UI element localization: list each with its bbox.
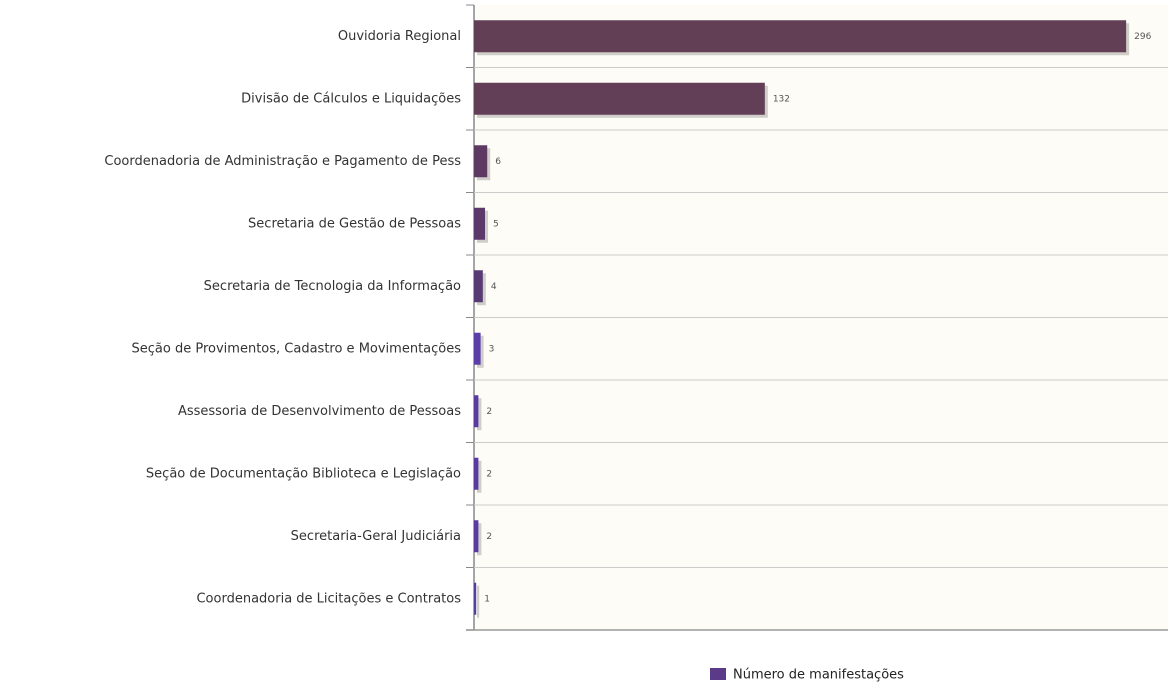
bar-shadow — [477, 523, 482, 556]
value-label: 5 — [493, 219, 499, 229]
bar-shadow — [477, 585, 480, 618]
legend-label: Número de manifestações — [733, 668, 904, 683]
bar — [474, 270, 483, 303]
legend: Número de manifestações — [710, 668, 904, 683]
category-label: Coordenadoria de Licitações e Contratos — [196, 591, 461, 606]
value-label: 2 — [486, 407, 492, 417]
bar — [474, 520, 479, 553]
category-label: Ouvidoria Regional — [338, 29, 461, 44]
bar — [474, 332, 481, 365]
category-label: Secretaria de Gestão de Pessoas — [248, 216, 461, 231]
bar-shadow — [477, 460, 482, 493]
bar — [474, 457, 479, 490]
value-label: 296 — [1134, 32, 1151, 42]
legend-swatch — [710, 668, 726, 680]
category-label: Secretaria de Tecnologia da Informação — [204, 279, 461, 294]
bar — [474, 582, 477, 615]
category-label: Assessoria de Desenvolvimento de Pessoas — [178, 404, 461, 419]
bar — [474, 82, 765, 115]
bar — [474, 145, 488, 178]
value-label: 132 — [773, 94, 790, 104]
value-label: 1 — [484, 594, 490, 604]
bar — [474, 207, 486, 240]
value-label: 4 — [491, 282, 497, 292]
bar — [474, 395, 479, 428]
value-label: 2 — [486, 532, 492, 542]
value-label: 2 — [486, 469, 492, 479]
category-label: Secretaria-Geral Judiciária — [291, 529, 461, 544]
category-label: Seção de Provimentos, Cadastro e Movimen… — [132, 341, 462, 356]
value-label: 3 — [489, 344, 495, 354]
value-label: 6 — [495, 157, 501, 167]
category-label: Coordenadoria de Administração e Pagamen… — [104, 154, 461, 169]
category-label: Seção de Documentação Biblioteca e Legis… — [146, 466, 461, 481]
category-label: Divisão de Cálculos e Liquidações — [241, 91, 461, 106]
bar-shadow — [477, 398, 482, 431]
bar — [474, 20, 1127, 53]
